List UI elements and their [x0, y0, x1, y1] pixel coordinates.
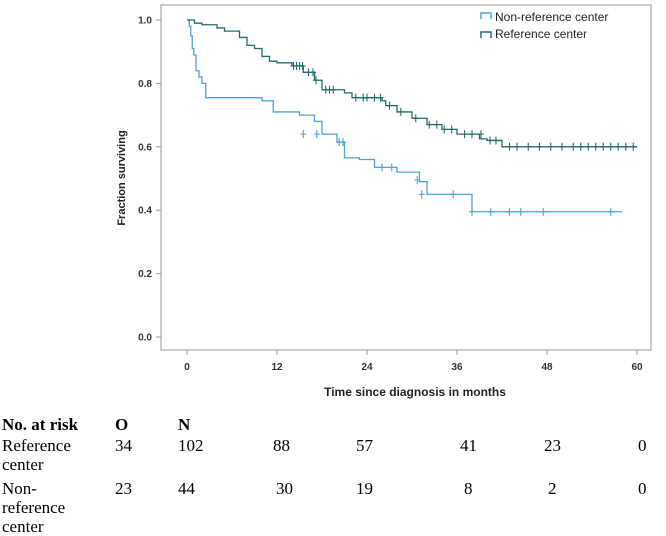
- censor-mark-reference-center: [506, 142, 513, 151]
- censor-mark-reference-center: [547, 142, 554, 151]
- risk-col-o-header: O: [115, 415, 129, 434]
- legend-label-non-reference: Non-reference center: [495, 10, 608, 24]
- censor-mark-non-reference-center: [300, 130, 307, 139]
- censor-mark-reference-center: [607, 142, 614, 151]
- censor-mark-reference-center: [487, 136, 493, 145]
- censor-mark-non-reference-center: [607, 207, 614, 216]
- risk-cell: 88: [273, 436, 290, 455]
- y-tick-label: 1.0: [138, 16, 152, 27]
- censor-mark-reference-center: [377, 93, 384, 102]
- risk-table-title: No. at risk: [2, 415, 79, 434]
- legend-label-reference: Reference center: [495, 27, 587, 41]
- censor-mark-non-reference-center: [506, 207, 513, 216]
- censor-mark-reference-center: [313, 76, 319, 85]
- y-tick-label: 0.4: [138, 206, 152, 217]
- censor-mark-reference-center: [412, 114, 419, 123]
- censor-mark-reference-center: [615, 142, 622, 151]
- risk-cell: 19: [356, 479, 373, 498]
- risk-row-label: center: [2, 517, 44, 536]
- legend-swatch-reference: [480, 31, 492, 38]
- censor-mark-reference-center: [478, 130, 484, 139]
- y-tick-label: 0.8: [138, 79, 152, 90]
- series-layer: [187, 19, 637, 216]
- x-axis: 0 12 24 36 48 60: [184, 350, 643, 373]
- censor-mark-reference-center: [433, 120, 440, 129]
- censor-mark-reference-center: [469, 130, 475, 139]
- censor-mark-reference-center: [570, 142, 577, 151]
- x-tick-label: 24: [361, 362, 373, 373]
- risk-cell: 102: [178, 436, 204, 455]
- censor-mark-non-reference-center: [487, 207, 494, 216]
- censor-mark-reference-center: [493, 136, 499, 145]
- censor-mark-reference-center: [441, 125, 448, 134]
- censor-mark-reference-center: [426, 120, 433, 129]
- y-axis-label: Fraction surviving: [116, 130, 128, 225]
- censor-mark-non-reference-center: [340, 138, 346, 147]
- censor-mark-reference-center: [448, 125, 455, 134]
- censor-mark-reference-center: [299, 61, 306, 70]
- x-tick-label: 0: [184, 362, 190, 373]
- censor-mark-non-reference-center: [388, 163, 395, 172]
- censor-mark-reference-center: [310, 68, 316, 77]
- risk-cell: 0: [638, 436, 647, 455]
- risk-cell: 8: [464, 479, 473, 498]
- censor-mark-non-reference-center: [414, 176, 421, 185]
- censor-mark-non-reference-center: [379, 163, 385, 172]
- censor-mark-reference-center: [386, 101, 393, 110]
- risk-cell: 30: [276, 479, 293, 498]
- risk-cell: 2: [548, 479, 557, 498]
- censor-mark-non-reference-center: [313, 130, 320, 139]
- x-tick-label: 36: [451, 362, 463, 373]
- censor-mark-reference-center: [352, 93, 359, 102]
- risk-row-label: Reference: [2, 436, 71, 455]
- censor-mark-reference-center: [525, 142, 532, 151]
- y-axis: 0.0 0.2 0.4 0.6 0.8 1.0: [138, 16, 161, 344]
- censor-mark-reference-center: [536, 142, 543, 151]
- risk-cell: 0: [638, 479, 647, 498]
- censor-mark-non-reference-center: [418, 190, 425, 199]
- censor-mark-reference-center: [330, 85, 337, 94]
- kaplan-meier-chart: 0 12 24 36 48 60 0.0 0.2 0.4 0.6 0.8 1.0 Time sinc…: [116, 4, 652, 399]
- risk-cell: 57: [356, 436, 373, 455]
- risk-cell: 23: [544, 436, 561, 455]
- risk-col-n-header: N: [178, 415, 191, 434]
- risk-cell: 41: [460, 436, 477, 455]
- censor-mark-reference-center: [397, 107, 404, 116]
- legend: Non-reference center Reference center: [480, 10, 608, 41]
- risk-cell-o: 34: [115, 436, 132, 455]
- censor-mark-non-reference-center: [450, 190, 457, 199]
- risk-row-label: center: [2, 455, 44, 474]
- censor-mark-reference-center: [600, 142, 607, 151]
- censor-mark-non-reference-center: [469, 207, 475, 216]
- censor-mark-reference-center: [630, 142, 637, 151]
- risk-table: No. at risk O N Reference center 34 102 …: [0, 410, 666, 536]
- x-axis-label: Time since diagnosis in months: [324, 385, 506, 399]
- censor-mark-reference-center: [622, 142, 629, 151]
- censor-mark-reference-center: [461, 130, 468, 139]
- censor-mark-reference-center: [559, 142, 565, 151]
- censor-mark-reference-center: [364, 93, 370, 102]
- risk-cell: 44: [178, 479, 195, 498]
- risk-cell-o: 23: [115, 479, 132, 498]
- x-tick-label: 60: [631, 362, 643, 373]
- censor-mark-reference-center: [585, 142, 592, 151]
- censor-mark-non-reference-center: [517, 207, 524, 216]
- series-line-non-reference-center: [187, 19, 622, 213]
- x-tick-label: 12: [271, 362, 283, 373]
- x-tick-label: 48: [541, 362, 553, 373]
- censor-mark-reference-center: [592, 142, 599, 151]
- y-tick-label: 0.0: [138, 333, 152, 344]
- plot-frame: [160, 4, 652, 351]
- censor-mark-reference-center: [371, 93, 378, 102]
- censor-mark-reference-center: [514, 142, 520, 151]
- risk-row-label: Non-: [2, 479, 37, 498]
- legend-swatch-non-reference: [480, 12, 492, 19]
- censor-mark-reference-center: [577, 142, 584, 151]
- y-tick-label: 0.6: [138, 142, 152, 153]
- censor-mark-non-reference-center: [540, 207, 547, 216]
- risk-row-label: reference: [2, 498, 66, 517]
- y-tick-label: 0.2: [138, 269, 152, 280]
